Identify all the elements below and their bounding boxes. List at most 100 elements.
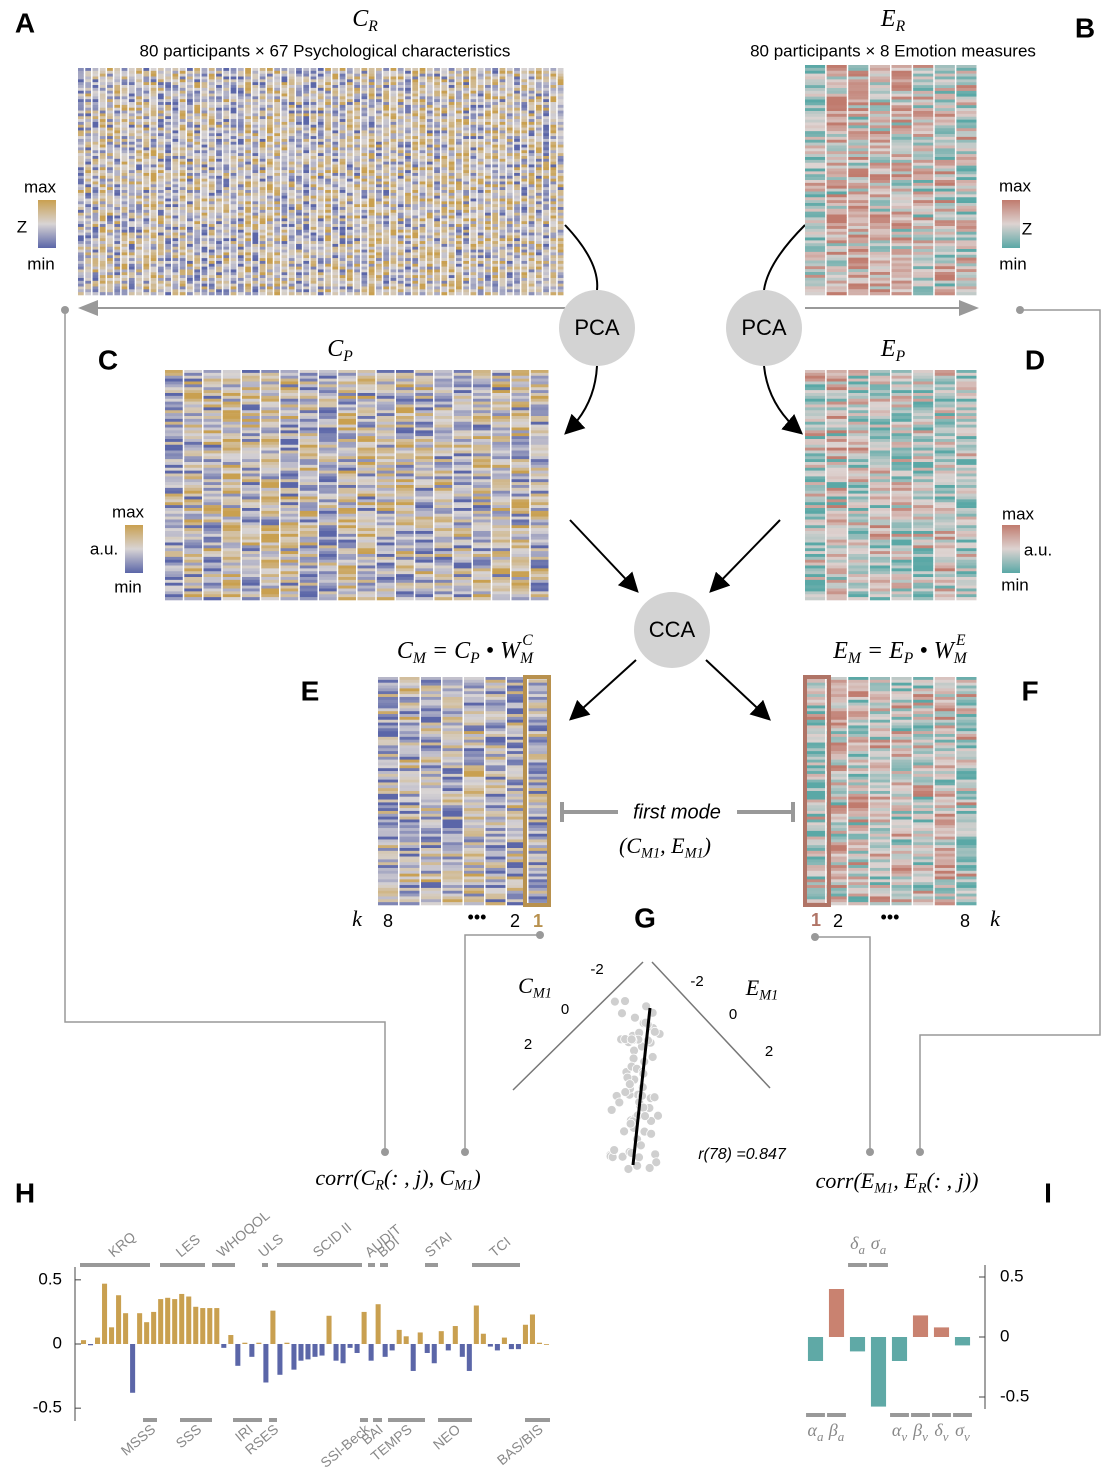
heatmap-cell <box>99 286 106 290</box>
heatmap-cell <box>477 150 484 154</box>
heatmap-cell <box>419 252 426 256</box>
heatmap-cell <box>114 255 121 259</box>
heatmap-cell <box>216 104 222 109</box>
heatmap-cell <box>172 258 179 262</box>
heatmap-cell <box>426 87 433 91</box>
heatmap-cell <box>157 175 164 179</box>
heatmap-cell <box>303 215 310 219</box>
heatmap-cell <box>455 113 462 117</box>
heatmap-cell <box>463 167 470 171</box>
heatmap-cell <box>223 124 230 128</box>
heatmap-cell <box>383 172 390 177</box>
heatmap-cell <box>470 187 477 191</box>
heatmap-cell <box>266 289 273 293</box>
heatmap-cell <box>477 246 484 250</box>
heatmap-cell <box>121 87 128 91</box>
heatmap-cell <box>441 286 448 290</box>
heatmap-cell <box>412 175 419 179</box>
heatmap-cell <box>412 187 419 191</box>
heatmap-cell <box>455 258 462 262</box>
heatmap-cell <box>383 73 390 77</box>
heatmap-cell <box>107 172 113 177</box>
math-sub: M1 <box>532 986 552 1002</box>
heatmap-cell <box>426 178 433 182</box>
heatmap-cell <box>346 175 353 179</box>
heatmap-cell <box>419 249 426 253</box>
heatmap-cell <box>346 68 353 72</box>
math-text: ) <box>471 1165 480 1190</box>
heatmap-cell <box>136 73 142 77</box>
heatmap-cell <box>114 68 121 72</box>
heatmap-cell <box>281 269 288 273</box>
heatmap-cell <box>223 164 230 168</box>
heatmap-cell <box>303 187 310 191</box>
heatmap-cell <box>121 70 128 74</box>
heatmap-cell <box>230 286 237 290</box>
heatmap-cell <box>499 266 506 270</box>
heatmap-cell <box>245 286 251 290</box>
heatmap-cell <box>397 198 404 202</box>
heatmap-cell <box>419 198 426 202</box>
heatmap-cell <box>107 289 113 293</box>
heatmap-cell <box>157 289 164 293</box>
heatmap-cell <box>426 110 433 114</box>
heatmap-cell <box>310 286 317 290</box>
heatmap-cell <box>434 93 440 97</box>
heatmap-cell <box>339 195 346 199</box>
heatmap-cell <box>303 238 310 242</box>
heatmap-cell <box>216 130 222 134</box>
heatmap-cell <box>150 249 157 253</box>
heatmap-cell <box>376 277 382 282</box>
heatmap-cell <box>463 130 470 134</box>
heatmap-cell <box>354 201 360 205</box>
heatmap-cell <box>325 144 331 148</box>
heatmap-cell <box>259 119 266 123</box>
heatmap-cell <box>310 93 317 97</box>
heatmap-cell <box>499 76 506 80</box>
heatmap-cell <box>194 136 201 140</box>
heatmap-cell <box>136 226 142 231</box>
heatmap-cell <box>230 150 237 154</box>
heatmap-cell <box>434 127 440 131</box>
heatmap-cell <box>157 85 164 89</box>
heatmap-cell <box>296 181 302 185</box>
heatmap-cell <box>485 246 491 250</box>
heatmap-cell <box>463 104 470 109</box>
heatmap-cell <box>492 127 499 131</box>
heatmap-cell <box>288 85 295 89</box>
heatmap-cell <box>223 82 230 86</box>
heatmap-cell <box>506 212 513 216</box>
heatmap-cell <box>426 283 433 287</box>
heatmap-cell <box>136 116 142 120</box>
heatmap-cell <box>208 204 215 208</box>
heatmap-cell <box>114 155 121 160</box>
heatmap-cell <box>245 150 251 154</box>
heatmap-cell <box>223 107 230 111</box>
heatmap-cell <box>259 198 266 202</box>
math-text: E <box>880 336 896 362</box>
heatmap-cell <box>434 116 440 120</box>
heatmap-cell <box>201 164 208 168</box>
heatmap-cell <box>499 102 506 106</box>
heatmap-cell <box>252 164 259 168</box>
heatmap-cell <box>172 181 179 185</box>
heatmap-cell <box>245 187 251 191</box>
heatmap-cell <box>434 110 440 114</box>
scatter-dot <box>617 1151 628 1162</box>
heatmap-cell <box>332 102 339 106</box>
heatmap-cell <box>434 235 440 239</box>
heatmap-cell <box>346 90 353 94</box>
heatmap-cell <box>194 207 201 211</box>
heatmap-cell <box>303 121 310 126</box>
heatmap-cell <box>187 87 193 91</box>
heatmap-cell <box>361 130 368 134</box>
heatmap-cell <box>274 172 281 177</box>
heatmap-cell <box>426 104 433 109</box>
heatmap-cell <box>216 269 222 273</box>
heatmap-cell <box>223 153 230 157</box>
heatmap-cell <box>419 238 426 242</box>
heatmap-cell <box>114 85 121 89</box>
heatmap-cell <box>114 147 121 151</box>
heatmap-cell <box>376 119 382 123</box>
scatter-dot <box>640 1111 650 1121</box>
